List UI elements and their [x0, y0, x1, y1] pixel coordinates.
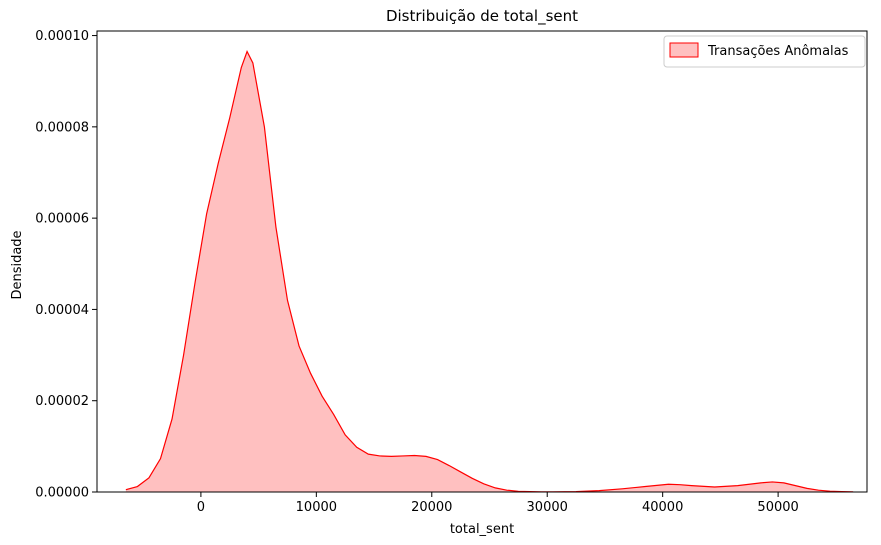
plot-area — [96, 30, 868, 493]
x-tick-label: 40000 — [642, 500, 683, 515]
y-tick-label: 0.00006 — [35, 212, 89, 227]
legend-swatch — [669, 42, 699, 58]
x-tick-label: 0 — [197, 500, 205, 515]
chart-title: Distribuição de total_sent — [386, 7, 578, 26]
y-tick-label: 0.00008 — [35, 120, 89, 135]
legend-frame — [663, 35, 866, 68]
legend-label: Transações Anômalas — [707, 44, 849, 59]
y-tick-label: 0.00000 — [35, 486, 89, 501]
y-tick-label: 0.00004 — [35, 303, 89, 318]
density-area-fill-0 — [125, 51, 854, 492]
x-axis: 0 10000 20000 30000 40000 50000 — [197, 492, 799, 515]
density-curve-0 — [125, 50, 854, 493]
x-axis-label: total_sent — [450, 522, 514, 537]
plot-frame — [96, 30, 868, 493]
x-tick-label: 20000 — [411, 500, 452, 515]
y-axis: 0.00000 0.00002 0.00004 0.00006 0.00008 0.000… — [35, 29, 97, 501]
y-tick-label: 0.00010 — [35, 29, 89, 44]
y-tick-label: 0.00002 — [35, 394, 89, 409]
x-tick-label: 10000 — [296, 500, 337, 515]
y-axis-label: Densidade — [10, 230, 25, 299]
x-tick-label: 50000 — [757, 500, 798, 515]
x-tick-label: 30000 — [527, 500, 568, 515]
legend: Transações Anômalas — [663, 35, 866, 68]
